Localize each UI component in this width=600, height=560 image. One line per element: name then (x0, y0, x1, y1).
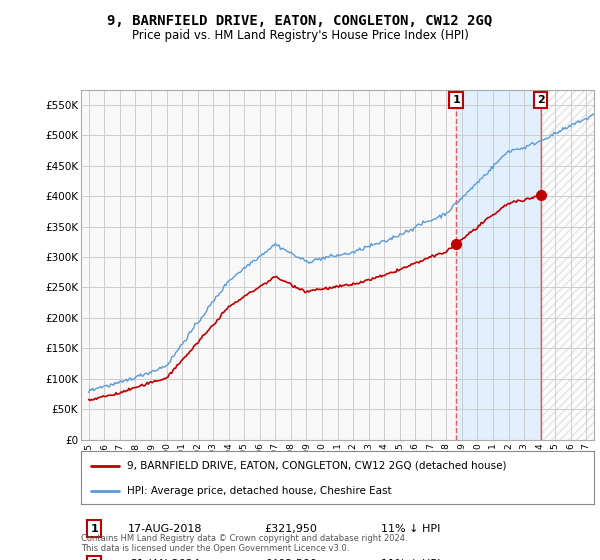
Bar (541, 90, 594, 440)
Text: 17-AUG-2018: 17-AUG-2018 (128, 524, 202, 534)
Text: 9, BARNFIELD DRIVE, EATON, CONGLETON, CW12 2GQ (detached house): 9, BARNFIELD DRIVE, EATON, CONGLETON, CW… (127, 461, 506, 471)
Text: Contains HM Land Registry data © Crown copyright and database right 2024.
This d: Contains HM Land Registry data © Crown c… (81, 534, 407, 553)
Text: 2: 2 (91, 559, 98, 560)
Bar (541, 90, 594, 440)
Text: 11% ↓ HPI: 11% ↓ HPI (382, 524, 440, 534)
Text: 1: 1 (452, 95, 460, 105)
Text: 2: 2 (537, 95, 545, 105)
Text: 1: 1 (91, 524, 98, 534)
Text: 31-JAN-2024: 31-JAN-2024 (130, 559, 200, 560)
Bar (456, 90, 541, 440)
Text: Price paid vs. HM Land Registry's House Price Index (HPI): Price paid vs. HM Land Registry's House … (131, 29, 469, 42)
Text: HPI: Average price, detached house, Cheshire East: HPI: Average price, detached house, Ches… (127, 486, 392, 496)
Text: 9, BARNFIELD DRIVE, EATON, CONGLETON, CW12 2GQ: 9, BARNFIELD DRIVE, EATON, CONGLETON, CW… (107, 14, 493, 28)
Text: 11% ↓ HPI: 11% ↓ HPI (382, 559, 440, 560)
Text: £321,950: £321,950 (265, 524, 317, 534)
Text: £402,500: £402,500 (265, 559, 317, 560)
